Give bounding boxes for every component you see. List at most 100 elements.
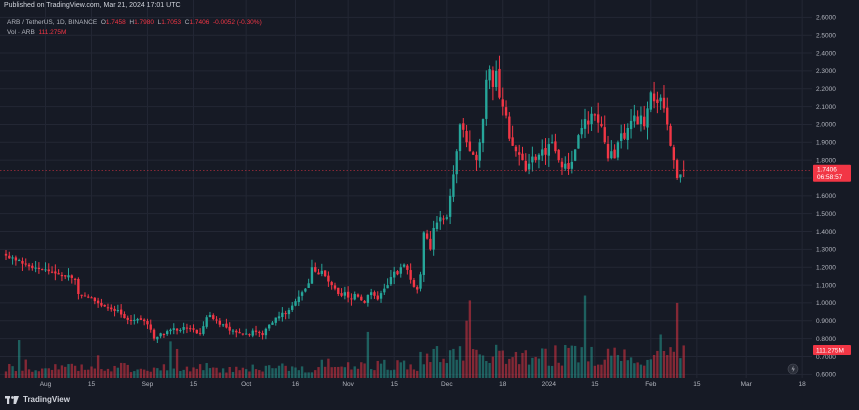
candle-body bbox=[442, 218, 445, 220]
candle-body bbox=[481, 119, 485, 144]
candle-body bbox=[198, 332, 202, 334]
volume-bar bbox=[67, 364, 70, 378]
volume-bar bbox=[215, 367, 218, 378]
volume-bar bbox=[659, 334, 662, 378]
volume-bar bbox=[399, 362, 402, 378]
volume-bar bbox=[652, 355, 656, 378]
candle-body bbox=[343, 292, 347, 296]
candle-body bbox=[485, 79, 488, 119]
candle-body bbox=[44, 269, 47, 271]
candle-body bbox=[287, 310, 291, 315]
candle-body bbox=[73, 278, 77, 280]
volume-bar bbox=[439, 362, 442, 378]
volume-bar bbox=[422, 364, 425, 378]
volume-bar bbox=[235, 366, 238, 378]
volume-value: 111.275M bbox=[38, 29, 67, 36]
volume-bar bbox=[432, 348, 435, 378]
volume-bar bbox=[603, 359, 606, 378]
volume-bar bbox=[369, 369, 373, 378]
candle-body bbox=[639, 115, 643, 125]
volume-bar bbox=[593, 365, 597, 378]
time-tick-label: 2024 bbox=[542, 381, 557, 388]
symbol-legend: ARB / TetherUS, 1D, BINANCE O1.7458 H1.7… bbox=[7, 19, 262, 26]
candle-body bbox=[646, 108, 649, 128]
candle-body bbox=[383, 288, 386, 293]
volume-bar bbox=[475, 349, 478, 378]
volume-bar bbox=[435, 346, 439, 378]
time-tick-label: 15 bbox=[391, 381, 399, 388]
candle-body bbox=[238, 332, 241, 334]
volume-bar bbox=[389, 370, 393, 378]
candle-body bbox=[527, 163, 531, 170]
volume-bar bbox=[366, 331, 370, 378]
candle-body bbox=[662, 97, 666, 109]
volume-bar bbox=[353, 366, 356, 378]
tradingview-logo[interactable]: TradingView bbox=[5, 395, 70, 404]
candle-body bbox=[189, 328, 192, 330]
volume-bar bbox=[31, 371, 34, 378]
candle-body bbox=[330, 282, 333, 286]
candle-body bbox=[41, 269, 44, 271]
volume-bar bbox=[195, 368, 198, 378]
time-axis[interactable]: Aug 15 Sep 15 Oct 16 Nov 15 Dec 18 2024 15 Feb 15 Mar 1… bbox=[40, 381, 806, 388]
volume-bar bbox=[205, 363, 208, 378]
candle-body bbox=[557, 149, 560, 161]
candle-body bbox=[271, 322, 274, 325]
price-tick-label: 2.4000 bbox=[816, 50, 836, 57]
candle-body bbox=[422, 232, 425, 275]
price-tick-label: 1.6000 bbox=[816, 193, 836, 200]
volume-bar bbox=[494, 344, 498, 378]
volume-bar bbox=[402, 360, 406, 378]
volume-bar bbox=[208, 368, 212, 378]
volume-bar bbox=[373, 370, 376, 378]
candle-body bbox=[416, 287, 419, 290]
candle-body bbox=[471, 152, 475, 155]
candle-body bbox=[179, 330, 182, 332]
volume-bar bbox=[291, 366, 294, 378]
candle-body bbox=[511, 137, 514, 146]
candle-body bbox=[333, 285, 337, 289]
volume-bar bbox=[21, 370, 24, 378]
volume-bar bbox=[498, 350, 501, 378]
volume-bar bbox=[113, 365, 116, 378]
price-tick-label: 1.8000 bbox=[816, 157, 836, 164]
candle-body bbox=[291, 305, 294, 310]
candle-body bbox=[429, 238, 432, 250]
candle-body bbox=[439, 217, 442, 222]
candle-body bbox=[587, 120, 590, 125]
volume-bar bbox=[251, 364, 254, 378]
candle-body bbox=[379, 293, 383, 299]
candle-body bbox=[465, 130, 468, 143]
candle-body bbox=[254, 330, 258, 332]
volume-bar bbox=[221, 368, 225, 378]
volume-bar bbox=[564, 345, 567, 378]
time-tick-label: Mar bbox=[741, 381, 753, 388]
candle-body bbox=[231, 330, 235, 332]
volume-bar bbox=[524, 350, 527, 378]
candle-body bbox=[498, 68, 501, 98]
candle-body bbox=[445, 217, 449, 219]
candle-body bbox=[550, 142, 554, 144]
volume-bar bbox=[636, 362, 639, 378]
symbol-title: ARB / TetherUS, 1D, BINANCE bbox=[7, 19, 98, 26]
volume-bar bbox=[192, 367, 195, 378]
candle-body bbox=[64, 275, 67, 277]
volume-bar bbox=[274, 368, 277, 378]
volume-bar bbox=[442, 358, 445, 378]
price-tick-label: 1.2000 bbox=[816, 265, 836, 272]
candle-body bbox=[346, 291, 350, 298]
volume-bar bbox=[610, 355, 613, 378]
time-tick-label: Sep bbox=[142, 381, 154, 388]
volume-bar bbox=[521, 352, 524, 378]
candle-body bbox=[221, 324, 225, 326]
price-axis[interactable]: 2.6000 2.5000 2.4000 2.3000 2.2000 2.1000 2.00… bbox=[816, 15, 836, 379]
volume-bar bbox=[14, 371, 18, 378]
candle-body bbox=[274, 317, 277, 323]
volume-bar bbox=[179, 371, 182, 378]
volume-bar bbox=[356, 368, 360, 378]
candle-body bbox=[402, 264, 406, 267]
price-tag-countdown: 06:58:57 bbox=[817, 174, 843, 181]
candle-body bbox=[396, 271, 399, 275]
volume-bar bbox=[284, 365, 287, 378]
